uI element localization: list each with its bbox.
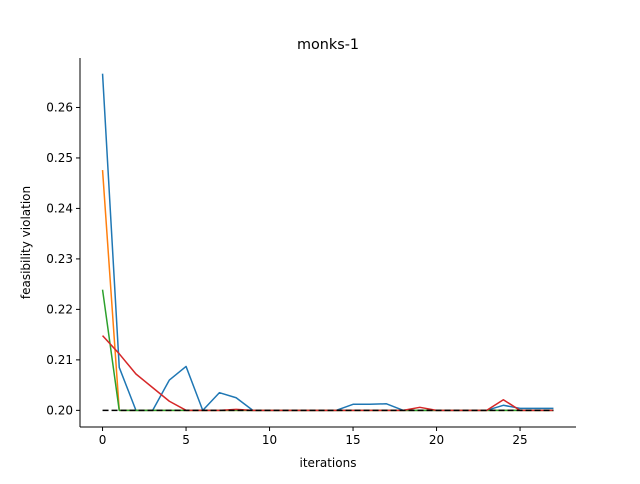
data-lines — [101, 73, 554, 412]
x-tick-label: 20 — [429, 433, 444, 447]
y-tick-label: 0.20 — [46, 403, 73, 417]
x-tick-label: 10 — [262, 433, 277, 447]
series-line-4 — [101, 335, 554, 412]
chart-title: monks-1 — [297, 37, 359, 53]
series-line-3 — [101, 289, 554, 412]
y-tick-label: 0.26 — [46, 100, 73, 114]
y-tick-label: 0.21 — [46, 353, 73, 367]
ticks: 0 5 10 15 20 25 0.20 0.21 0.22 0.23 0.24 0.25 0.26 — [46, 100, 527, 447]
y-tick-label: 0.25 — [46, 151, 73, 165]
x-axis-label: iterations — [300, 456, 357, 470]
x-tick-label: 25 — [512, 433, 527, 447]
series-line-2 — [101, 170, 554, 412]
x-tick-label: 0 — [99, 433, 107, 447]
y-tick-label: 0.22 — [46, 302, 73, 316]
x-tick-label: 5 — [182, 433, 190, 447]
y-tick-label: 0.24 — [46, 201, 73, 215]
y-tick-label: 0.23 — [46, 252, 73, 266]
x-tick-label: 15 — [345, 433, 360, 447]
y-axis-label: feasibility violation — [19, 186, 33, 299]
series-line-1 — [101, 73, 554, 412]
